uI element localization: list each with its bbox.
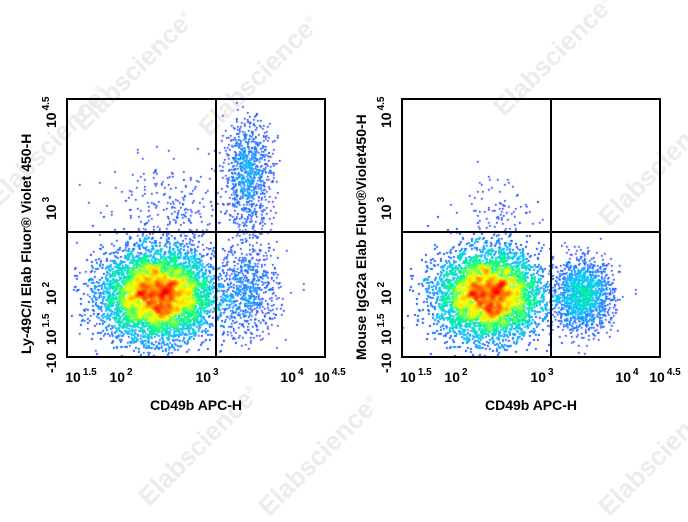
quadrant-gate-vertical[interactable] xyxy=(550,98,552,358)
x-tick-label: 10 2 xyxy=(109,367,133,385)
y-axis-title: Mouse IgG2a Elab Fluor®Violet450-H xyxy=(353,114,369,360)
x-tick-label: 10 3 xyxy=(195,367,219,385)
scatter-density-plot xyxy=(402,99,660,357)
x-tick-label: 10 3 xyxy=(530,367,554,385)
y-tick-label: 104.5 xyxy=(41,96,59,128)
x-tick-label: 10 4 xyxy=(615,367,639,385)
left-plot-panel: 10 1.5 10 2 10 3 10 4 10 4.5 CD49b APC-H -10 … xyxy=(0,0,346,490)
scatter-density-plot xyxy=(67,99,325,357)
x-tick-label: 10 2 xyxy=(444,367,468,385)
x-axis-title: CD49b APC-H xyxy=(149,397,243,413)
y-tick-label: 103 xyxy=(376,196,394,220)
x-tick-label: 10 4.5 xyxy=(649,367,681,385)
x-tick-label: 10 4.5 xyxy=(314,367,346,385)
x-tick-label: 10 1.5 xyxy=(400,367,432,385)
x-tick-label: 10 4 xyxy=(280,367,304,385)
plot-frame xyxy=(66,98,326,358)
y-tick-label: 102 xyxy=(376,281,394,305)
y-tick-label: -10 xyxy=(43,352,59,373)
y-tick-label: -10 xyxy=(378,352,394,373)
y-tick-label: 104.5 xyxy=(376,96,394,128)
quadrant-gate-horizontal[interactable] xyxy=(401,231,661,233)
y-tick-label: 102 xyxy=(41,281,59,305)
quadrant-gate-horizontal[interactable] xyxy=(66,231,326,233)
x-axis-title: CD49b APC-H xyxy=(484,397,578,413)
plot-frame xyxy=(401,98,661,358)
right-plot-panel: 10 1.5 10 2 10 3 10 4 10 4.5 CD49b APC-H -10 … xyxy=(335,0,681,490)
quadrant-gate-vertical[interactable] xyxy=(215,98,217,358)
y-axis-title: Ly-49C/I Elab Fluor® Violet 450-H xyxy=(18,133,34,354)
y-tick-label: 103 xyxy=(41,196,59,220)
x-tick-label: 10 1.5 xyxy=(65,367,97,385)
y-tick-label: 101.5 xyxy=(376,313,394,345)
y-tick-label: 101.5 xyxy=(41,313,59,345)
